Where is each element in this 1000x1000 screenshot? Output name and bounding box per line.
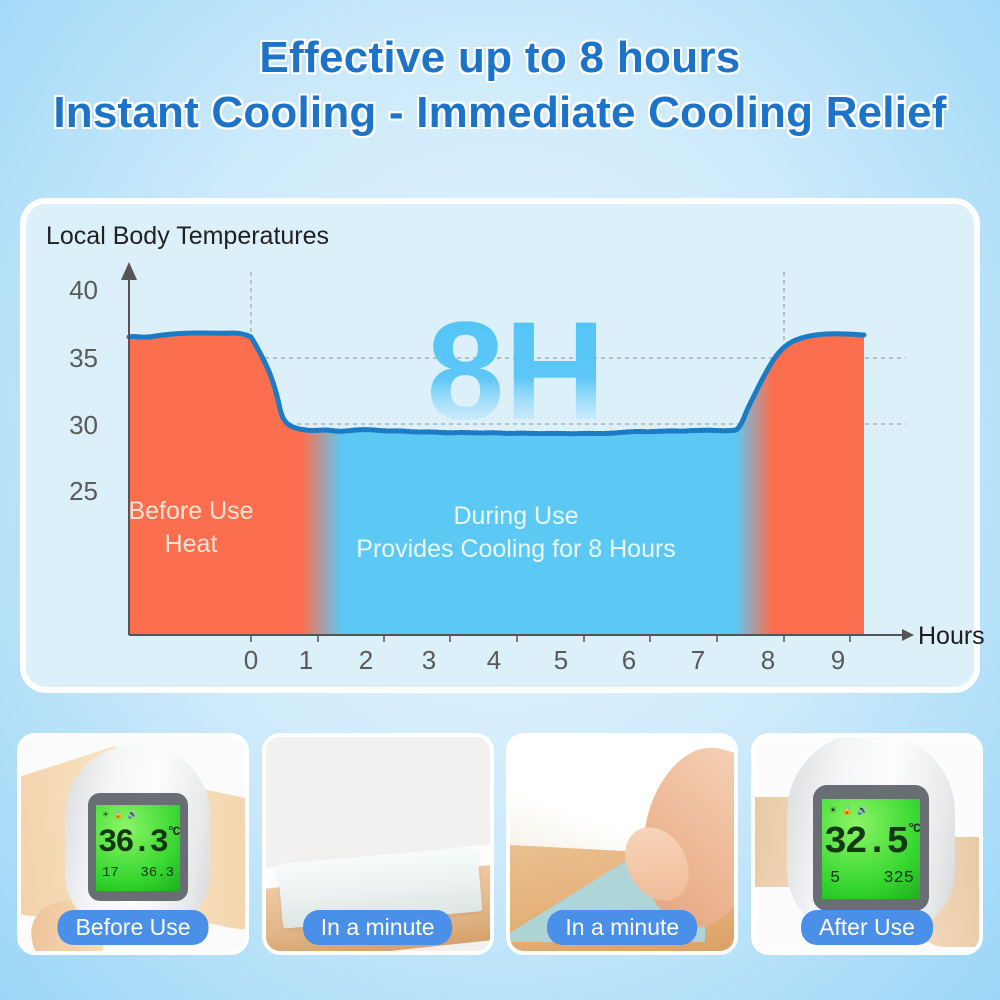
svg-text:1: 1: [299, 645, 313, 675]
svg-text:5: 5: [554, 645, 568, 675]
svg-text:40: 40: [69, 275, 98, 305]
svg-text:4: 4: [487, 645, 501, 675]
svg-text:8H: 8H: [427, 292, 606, 449]
svg-text:25: 25: [69, 476, 98, 506]
svg-text:35: 35: [69, 343, 98, 373]
svg-text:9: 9: [831, 645, 845, 675]
svg-text:0: 0: [244, 645, 258, 675]
svg-text:Heat: Heat: [165, 530, 218, 558]
svg-text:During Use: During Use: [453, 502, 578, 530]
svg-text:3: 3: [422, 645, 436, 675]
svg-text:30: 30: [69, 410, 98, 440]
svg-text:6: 6: [622, 645, 636, 675]
svg-text:2: 2: [359, 645, 373, 675]
svg-text:8: 8: [761, 645, 775, 675]
svg-text:7: 7: [691, 645, 705, 675]
svg-text:Provides Cooling for 8 Hours: Provides Cooling for 8 Hours: [356, 535, 676, 563]
svg-text:Hours: Hours: [918, 622, 985, 650]
svg-text:Before Use: Before Use: [128, 497, 253, 525]
